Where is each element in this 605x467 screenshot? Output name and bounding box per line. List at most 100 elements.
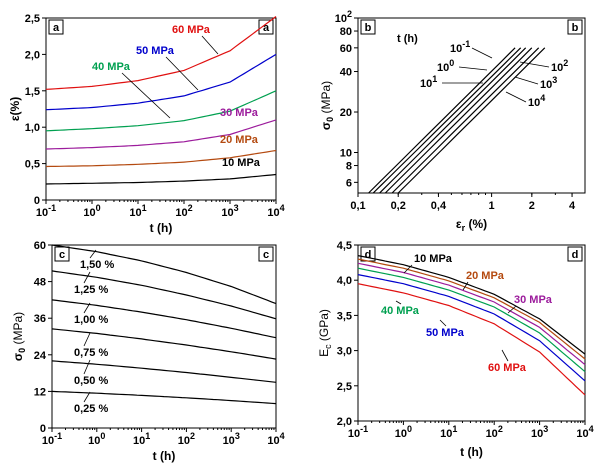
x-axis-label: t (h) (153, 449, 176, 463)
x-tick-label: 0,4 (431, 200, 447, 212)
series-label: 60 MPa (488, 362, 527, 374)
y-axis-label: Ec (GPa) (317, 309, 333, 357)
y-tick-label: 48 (34, 277, 46, 289)
series-line-0 (357, 255, 586, 355)
leader-line (403, 264, 413, 274)
plot-frame (51, 244, 277, 429)
y-tick-label: 60 (34, 240, 46, 252)
series-line-3 (357, 267, 586, 373)
y-tick-label: 10 (340, 148, 352, 160)
series-label: 60 MPa (172, 24, 211, 36)
panel-letter-box (258, 19, 274, 35)
y-tick-label: 24 (34, 350, 47, 362)
y-tick-label: 0,5 (25, 159, 40, 171)
panel-c: 10-1 100 101 102 103 104 0 12 24 36 48 60 c c t (h) σ0 … (11, 240, 285, 463)
series-label: 10-1 (450, 39, 470, 55)
x-tick-label: 102 (175, 203, 192, 219)
x-tick-label: 104 (267, 431, 284, 447)
series-line-0 (368, 47, 516, 194)
leader-line (89, 249, 97, 259)
series-line-3 (384, 47, 533, 194)
series-label: 30 MPa (220, 107, 259, 119)
x-tick-label: 0,1 (350, 200, 365, 212)
leader-line (121, 72, 171, 119)
series-line-4 (45, 53, 277, 111)
y-tick-label: 4,0 (337, 275, 352, 287)
y-tick-label: 4,5 (337, 240, 352, 252)
series-line-2 (357, 262, 586, 366)
panel-letter: a (53, 22, 60, 34)
series-label: 101 (420, 74, 437, 90)
series-line-1 (45, 149, 277, 168)
y-tick-label: 2,0 (337, 416, 352, 428)
y-axis-label: σ0 (MPa) (319, 81, 335, 130)
y-tick-label: 0 (34, 195, 40, 207)
plot-frame (357, 244, 586, 422)
series-line-0 (51, 390, 277, 405)
x-tick-label: 101 (133, 431, 150, 447)
leader-line (471, 47, 493, 59)
y-tick-label: 60 (340, 43, 352, 55)
panel-a: 10-1 100 101 102 103 104 0 0,5 1,0 1,5 2,0 2,5 a a t (… (8, 13, 285, 235)
series-line-4 (357, 274, 586, 382)
x-tick-label: 4 (569, 200, 576, 212)
leader-line (439, 319, 447, 327)
y-tick-label: 6 (346, 177, 352, 189)
y-tick-label: 102 (335, 9, 352, 25)
series-line-3 (45, 90, 277, 132)
leader-line (83, 359, 91, 375)
series-label: 100 (437, 58, 454, 74)
leader-line (505, 91, 527, 103)
series-label: 40 MPa (381, 305, 420, 317)
series-label: 0,50 % (74, 375, 108, 387)
x-tick-label: 0,2 (391, 200, 406, 212)
leader-line (83, 391, 91, 403)
y-tick-label: 20 (340, 107, 352, 119)
y-axis-label: ε(%) (8, 97, 22, 121)
series-label: 10 MPa (222, 157, 261, 169)
leader-line (501, 349, 509, 362)
leader-line (458, 66, 488, 71)
y-axis-label: σ0 (MPa) (11, 312, 27, 361)
x-tick-label: 10-1 (42, 431, 62, 447)
x-tick-label: 103 (223, 431, 240, 447)
panel-letter: d (365, 249, 372, 261)
leader-line (519, 61, 550, 68)
y-tick-label: 12 (34, 386, 46, 398)
leader-line (201, 35, 219, 55)
panel-letter-box (360, 19, 376, 35)
series-label: 10 MPa (414, 253, 453, 265)
y-tick-label: 1,0 (25, 122, 40, 134)
x-tick-label: 104 (576, 424, 593, 440)
x-axis-label: εr (%) (456, 217, 487, 233)
series-line-2 (51, 328, 277, 360)
series-label: 40 MPa (92, 61, 131, 73)
x-tick-label: 2 (529, 200, 535, 212)
x-tick-label: 1 (489, 200, 495, 212)
series-line-1 (357, 258, 586, 360)
x-tick-label: 103 (221, 203, 238, 219)
leader-line (83, 302, 91, 314)
x-axis-label: t (h) (150, 221, 173, 235)
x-tick-label: 102 (178, 431, 195, 447)
leader-line (83, 332, 91, 347)
y-tick-label: 40 (340, 67, 352, 79)
series-label: 104 (528, 93, 545, 109)
panel-letter: c (263, 249, 269, 261)
leader-line (83, 271, 91, 284)
x-axis-label: t (h) (460, 445, 483, 459)
series-label: 30 MPa (514, 294, 553, 306)
x-tick-label: 100 (83, 203, 100, 219)
panel-letter-box (258, 246, 274, 262)
y-tick-label: 80 (340, 26, 352, 38)
x-tick-label: 103 (531, 424, 548, 440)
series-label: 20 MPa (466, 270, 505, 282)
y-tick-label: 8 (346, 161, 352, 173)
series-line-5 (357, 283, 586, 396)
x-tick-label: 10-1 (36, 203, 56, 219)
series-line-2 (45, 119, 277, 150)
y-tick-label: 3,0 (337, 346, 352, 358)
leader-line (514, 76, 539, 85)
series-label: 103 (540, 75, 557, 91)
series-line-2 (379, 47, 527, 194)
